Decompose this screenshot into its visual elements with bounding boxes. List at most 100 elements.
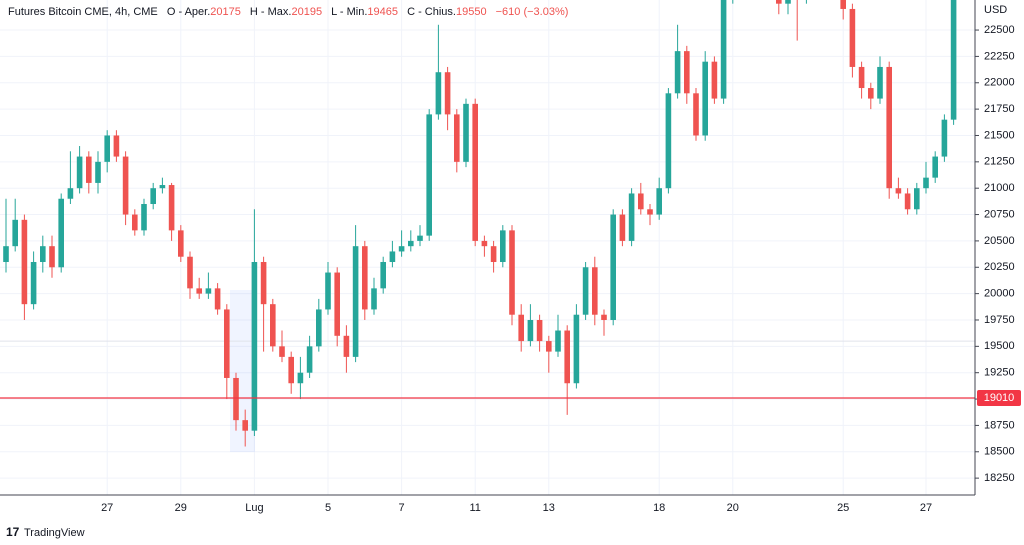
y-tick-label: 21000 xyxy=(984,182,1015,194)
candle-body xyxy=(601,314,607,320)
change: −610 (−3.03%) xyxy=(496,6,569,18)
logo-mark: 17 xyxy=(6,525,20,539)
candle-body xyxy=(214,288,221,310)
y-tick-label: 18750 xyxy=(984,419,1015,431)
candle-body xyxy=(435,72,442,115)
candle-body xyxy=(352,246,359,357)
candle-body xyxy=(334,272,340,336)
y-axis-unit: USD xyxy=(984,4,1007,16)
candle-body xyxy=(196,288,202,294)
candle-body xyxy=(325,272,331,310)
candle-body xyxy=(141,204,147,231)
candle-body xyxy=(886,66,892,189)
y-tick-label: 21750 xyxy=(984,103,1015,115)
symbol: Futures Bitcoin CME, 4h, CME xyxy=(8,6,158,18)
close-label: C - Chius. xyxy=(407,6,456,18)
x-tick-label: 13 xyxy=(543,502,555,514)
candle-body xyxy=(904,193,911,210)
candle-body xyxy=(76,156,83,189)
candle-body xyxy=(21,219,28,305)
y-tick-label: 22000 xyxy=(984,77,1015,89)
x-tick-label: 29 xyxy=(175,502,187,514)
candle-body xyxy=(3,246,9,262)
candle-body xyxy=(260,261,267,305)
y-tick-label: 20000 xyxy=(984,288,1015,300)
candle-body xyxy=(868,88,874,99)
x-tick-label: 7 xyxy=(399,502,405,514)
x-tick-label: Lug xyxy=(245,502,263,514)
y-tick-label: 21250 xyxy=(984,156,1015,168)
x-tick-label: 18 xyxy=(653,502,665,514)
ohlc-legend: Futures Bitcoin CME, 4h, CME O - Aper.20… xyxy=(8,6,568,18)
candle-body xyxy=(923,177,929,189)
candle-body xyxy=(251,261,258,431)
y-tick-label: 20750 xyxy=(984,208,1015,220)
candle-body xyxy=(132,214,138,231)
candle-body xyxy=(950,0,957,120)
candle-body xyxy=(150,188,156,205)
candle-body xyxy=(86,156,92,183)
candle-body xyxy=(270,304,276,347)
candle-body xyxy=(205,288,212,294)
candle-body xyxy=(619,214,626,241)
y-tick-label: 20500 xyxy=(984,235,1015,247)
candle-body xyxy=(656,188,662,215)
grid-layer xyxy=(0,0,975,495)
candle-body xyxy=(444,72,451,115)
candle-body xyxy=(555,330,561,352)
candle-body xyxy=(306,346,313,373)
y-tick-label: 21500 xyxy=(984,129,1015,141)
candle-body xyxy=(389,251,396,262)
plot-area xyxy=(0,0,975,447)
candle-body xyxy=(178,230,184,257)
candle-body xyxy=(288,356,294,384)
y-tick-label: 20250 xyxy=(984,261,1015,273)
candle-body xyxy=(582,267,589,315)
candle-body xyxy=(454,114,460,162)
candle-body xyxy=(527,319,534,342)
candle-body xyxy=(564,330,570,384)
x-tick-label: 27 xyxy=(920,502,932,514)
candle-body xyxy=(840,0,846,9)
y-tick-label: 19250 xyxy=(984,367,1015,379)
candle-body xyxy=(546,341,552,352)
candle-body xyxy=(40,246,46,262)
close-value: 19550 xyxy=(456,6,487,18)
candle-body xyxy=(711,61,718,99)
candle-body xyxy=(343,335,350,357)
candle-body xyxy=(408,240,414,247)
y-tick-label: 19500 xyxy=(984,340,1015,352)
level-label-box xyxy=(977,390,1021,407)
candle-body xyxy=(693,93,699,136)
candle-body xyxy=(242,420,248,431)
y-tick-label: 19750 xyxy=(984,314,1015,326)
y-tick-label: 22500 xyxy=(984,24,1015,36)
candle-body xyxy=(380,261,386,289)
candle-body xyxy=(702,61,708,136)
brand-name: TradingView xyxy=(24,527,85,539)
candle-body xyxy=(30,261,37,305)
candle-body xyxy=(371,288,377,310)
candle-body xyxy=(785,0,791,4)
candle-body xyxy=(720,0,727,99)
candle-body xyxy=(638,193,644,210)
candle-body xyxy=(647,209,653,215)
candle-body xyxy=(849,8,856,67)
candle-body xyxy=(472,103,478,241)
candle-body xyxy=(932,156,938,178)
candle-body xyxy=(297,372,304,384)
candle-body xyxy=(168,185,175,231)
candle-body xyxy=(122,156,129,215)
candle-body xyxy=(426,114,432,236)
x-tick-label: 25 xyxy=(837,502,849,514)
candle-body xyxy=(279,346,285,357)
x-tick-label: 27 xyxy=(101,502,113,514)
x-tick-label: 5 xyxy=(325,502,331,514)
candle-body xyxy=(914,188,920,210)
candle-body xyxy=(113,135,120,157)
high-label: H - Max. xyxy=(250,6,292,18)
open-value: 20175 xyxy=(210,6,241,18)
candle-body xyxy=(316,309,322,347)
candle-body xyxy=(895,188,902,194)
